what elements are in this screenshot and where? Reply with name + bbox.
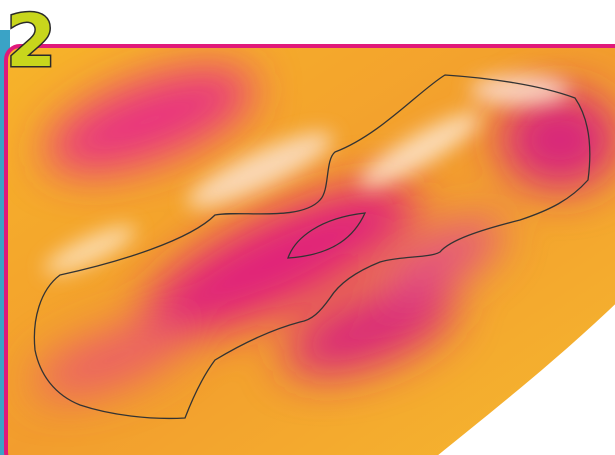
step-number: 2 [6,0,56,83]
pattern-outline [33,74,591,420]
frame-border [4,44,615,455]
fabric [6,46,615,455]
pattern-hole-outline [287,212,367,259]
